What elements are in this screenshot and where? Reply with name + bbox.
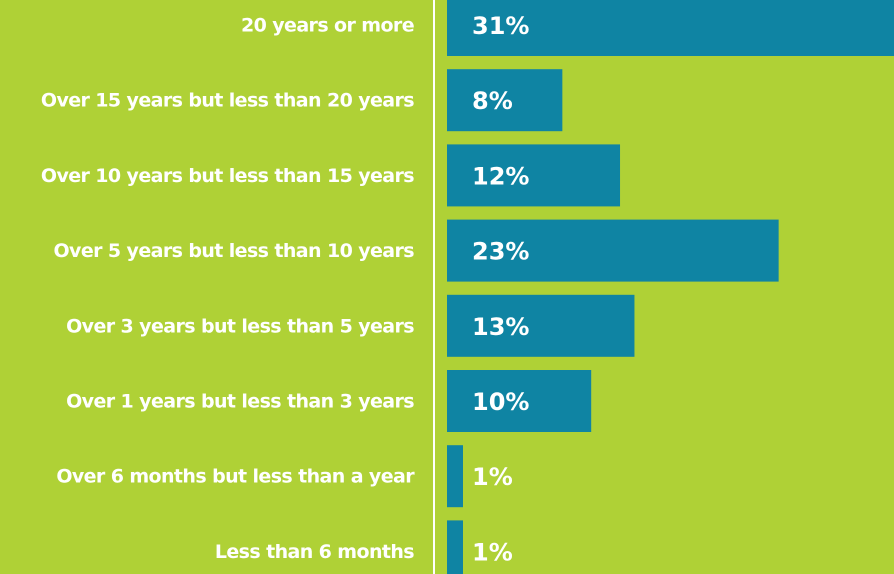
category-label: Over 3 years but less than 5 years bbox=[66, 315, 414, 337]
category-label: 20 years or more bbox=[241, 15, 414, 37]
value-label: 23% bbox=[472, 238, 529, 266]
category-label: Over 6 months but less than a year bbox=[56, 466, 415, 488]
bar bbox=[447, 144, 621, 207]
value-label: 31% bbox=[472, 12, 529, 40]
value-label: 8% bbox=[472, 87, 513, 115]
bar bbox=[447, 370, 592, 432]
bar bbox=[447, 445, 463, 508]
category-label: Over 1 years but less than 3 years bbox=[66, 391, 414, 413]
bar bbox=[447, 219, 779, 282]
bar bbox=[447, 520, 463, 574]
category-label: Less than 6 months bbox=[215, 541, 414, 563]
value-label: 1% bbox=[472, 538, 513, 566]
value-label: 1% bbox=[472, 463, 513, 491]
category-label: Over 15 years but less than 20 years bbox=[41, 90, 414, 112]
category-label: Over 5 years but less than 10 years bbox=[54, 240, 415, 262]
value-label: 10% bbox=[472, 388, 529, 416]
value-label: 13% bbox=[472, 313, 529, 341]
bar bbox=[447, 0, 894, 56]
bar bbox=[447, 69, 563, 132]
category-label: Over 10 years but less than 15 years bbox=[41, 165, 414, 187]
value-label: 12% bbox=[472, 162, 529, 190]
bar bbox=[447, 294, 635, 357]
